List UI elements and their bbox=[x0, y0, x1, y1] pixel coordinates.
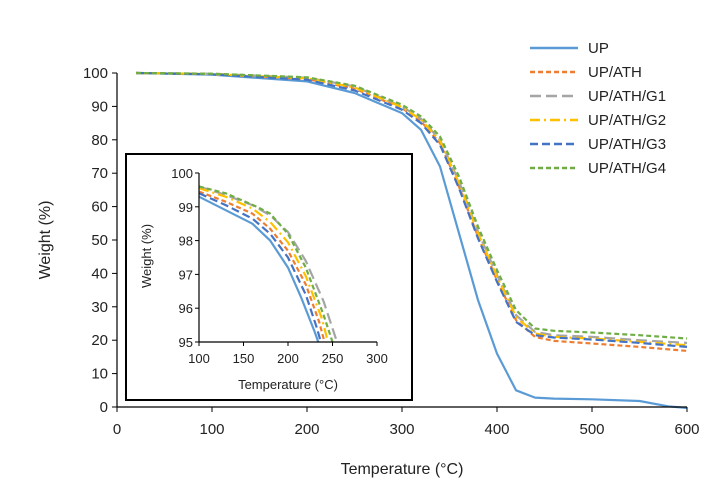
inset-frame bbox=[125, 153, 413, 401]
inset-y-axis-title: Weight (%) bbox=[139, 224, 154, 288]
inset-series-line-up-ath-g3 bbox=[198, 192, 322, 343]
legend: UP UP/ATH UP/ATH/G1 UP/ATH/G2 UP/ATH/G3 UP/AT… bbox=[530, 40, 666, 177]
main-x-tick-label: 600 bbox=[674, 421, 699, 438]
main-y-tick-label: 30 bbox=[91, 299, 108, 316]
main-y-tick-label: 90 bbox=[91, 98, 108, 115]
main-y-tick-label: 50 bbox=[91, 232, 108, 249]
main-x-tick-label: 100 bbox=[199, 421, 224, 438]
main-x-tick-label: 300 bbox=[389, 421, 414, 438]
main-y-tick-label: 40 bbox=[91, 265, 108, 282]
inset-y-tick-label: 98 bbox=[179, 234, 193, 249]
main-x-tick-label: 400 bbox=[484, 421, 509, 438]
inset-x-tick-label: 150 bbox=[233, 351, 255, 366]
inset-series-line-up-ath bbox=[198, 190, 326, 343]
main-y-tick-label: 0 bbox=[100, 399, 108, 416]
legend-label: UP/ATH/G1 bbox=[588, 88, 666, 105]
legend-label: UP bbox=[588, 40, 609, 57]
inset-series-line-up-ath-g2 bbox=[198, 187, 330, 343]
main-y-tick-label: 100 bbox=[83, 65, 108, 82]
main-series-line-up-ath-g4 bbox=[135, 71, 688, 340]
main-x-tick-label: 0 bbox=[113, 421, 121, 438]
inset-x-tick-label: 100 bbox=[188, 351, 210, 366]
main-y-tick-label: 80 bbox=[91, 132, 108, 149]
main-series-line-up bbox=[135, 71, 688, 410]
inset-chart: 95 96 97 98 99 100 100 150 200 250 300 Temperature… bbox=[125, 153, 413, 401]
main-x-tick-label: 200 bbox=[294, 421, 319, 438]
inset-y-tick-label: 99 bbox=[179, 200, 193, 215]
inset-axes: 95 96 97 98 99 100 100 150 200 250 300 bbox=[171, 166, 388, 366]
inset-series-line-up-ath-g4 bbox=[198, 185, 334, 343]
main-y-tick-label: 70 bbox=[91, 165, 108, 182]
main-series-line-up-ath-g2 bbox=[135, 71, 688, 347]
legend-label: UP/ATH/G2 bbox=[588, 112, 666, 129]
main-x-axis-title: Temperature (°C) bbox=[341, 461, 464, 478]
inset-y-tick-label: 96 bbox=[179, 301, 193, 316]
legend-label: UP/ATH/G4 bbox=[588, 160, 666, 177]
inset-y-tick-label: 95 bbox=[179, 335, 193, 350]
main-y-axis-title: Weight (%) bbox=[37, 201, 54, 280]
main-x-tick-label: 500 bbox=[579, 421, 604, 438]
main-series-line-up-ath-g3 bbox=[135, 71, 688, 348]
main-y-tick-label: 60 bbox=[91, 199, 108, 216]
inset-series-group bbox=[198, 185, 339, 343]
legend-label: UP/ATH/G3 bbox=[588, 136, 666, 153]
legend-label: UP/ATH bbox=[588, 64, 642, 81]
main-axes: 0 10 20 30 40 50 60 70 80 90 100 0 100 200 300 400 500 60… bbox=[83, 65, 700, 438]
inset-y-tick-label: 100 bbox=[171, 166, 193, 181]
inset-y-tick-label: 97 bbox=[179, 267, 193, 282]
inset-x-tick-label: 300 bbox=[366, 351, 388, 366]
main-y-tick-label: 20 bbox=[91, 332, 108, 349]
inset-x-tick-label: 200 bbox=[277, 351, 299, 366]
main-series-group bbox=[135, 71, 688, 410]
inset-series-line-up bbox=[198, 195, 320, 343]
inset-x-tick-label: 250 bbox=[322, 351, 344, 366]
main-y-tick-label: 10 bbox=[91, 366, 108, 383]
inset-x-axis-title: Temperature (°C) bbox=[238, 377, 338, 392]
